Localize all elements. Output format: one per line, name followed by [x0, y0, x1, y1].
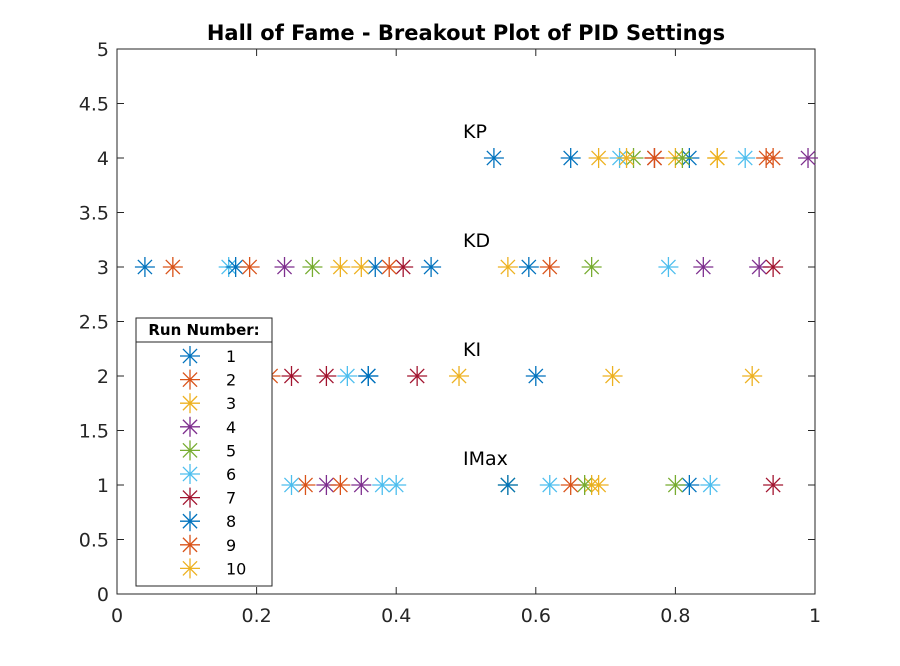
legend-entry-label: 8 [226, 512, 236, 531]
y-tick-label: 0.5 [79, 530, 109, 552]
parameter-label: KI [463, 339, 481, 361]
legend-entry-label: 5 [226, 441, 236, 460]
data-point-run-6 [700, 475, 721, 495]
legend-entry-label: 3 [226, 394, 236, 413]
parameter-label: KP [463, 121, 487, 143]
data-point-run-9 [644, 148, 665, 168]
data-point-run-10 [707, 148, 728, 168]
data-point-run-3 [497, 257, 518, 277]
legend-title: Run Number: [148, 321, 259, 339]
data-point-run-9 [763, 148, 784, 168]
legend-marker-run-8 [180, 511, 200, 532]
data-point-run-6 [658, 257, 679, 277]
legend-entry-label: 7 [226, 489, 236, 508]
data-point-run-7 [763, 257, 784, 277]
data-point-run-1 [518, 257, 539, 277]
x-tick-label: 1 [809, 605, 821, 627]
x-tick-label: 0 [111, 605, 123, 627]
y-tick-label: 4.5 [79, 94, 109, 116]
data-point-run-9 [560, 475, 581, 495]
data-point-run-6 [337, 366, 358, 386]
data-point-run-4 [351, 475, 372, 495]
y-tick-label: 2 [97, 366, 109, 388]
data-point-run-4 [274, 257, 295, 277]
y-tick-label: 5 [97, 39, 109, 61]
data-point-run-1 [483, 148, 504, 168]
data-point-run-2 [162, 257, 183, 277]
legend-entry-label: 1 [226, 347, 236, 366]
data-point-run-7 [316, 366, 337, 386]
data-point-run-10 [351, 257, 372, 277]
legend-box [135, 317, 273, 587]
parameter-label: KD [463, 230, 490, 252]
data-point-run-9 [330, 475, 351, 495]
data-point-run-3 [602, 366, 623, 386]
data-point-run-2 [539, 257, 560, 277]
data-point-run-9 [239, 257, 260, 277]
data-point-run-6 [386, 475, 407, 495]
data-point-run-4 [798, 148, 819, 168]
data-point-run-7 [393, 257, 414, 277]
x-tick-label: 0.8 [660, 605, 690, 627]
data-point-run-9 [379, 257, 400, 277]
data-point-run-3 [588, 148, 609, 168]
data-point-run-6 [281, 475, 302, 495]
parameter-label: IMax [463, 448, 508, 470]
data-point-run-7 [281, 366, 302, 386]
legend-marker-run-6 [180, 464, 200, 484]
axis-ticks: 0 0.2 0.4 0.6 0.8 100.511.522.533.544.55 [79, 39, 821, 627]
legend-entry-label: 10 [226, 559, 246, 578]
data-point-run-8 [497, 475, 518, 495]
legend-marker-run-1 [180, 346, 200, 366]
data-point-run-5 [672, 148, 693, 168]
data-point-run-8 [421, 257, 442, 277]
data-point-run-3 [449, 366, 470, 386]
y-tick-label: 3.5 [79, 203, 109, 225]
x-tick-label: 0.4 [381, 605, 411, 627]
y-tick-label: 1 [97, 475, 109, 497]
legend-marker-run-7 [180, 487, 200, 508]
y-tick-label: 0 [97, 584, 109, 606]
legend-entry-label: 9 [226, 536, 236, 555]
data-point-run-5 [581, 257, 602, 277]
y-tick-label: 3 [97, 257, 109, 279]
data-point-run-6 [372, 475, 393, 495]
legend-marker-run-3 [180, 393, 200, 414]
legend-marker-run-4 [180, 416, 200, 437]
data-point-run-6 [539, 475, 560, 495]
x-tick-label: 0.2 [241, 605, 271, 627]
data-point-run-3 [742, 366, 763, 386]
data-point-run-7 [407, 366, 428, 386]
parameter-labels: KP KD KI IMax [463, 121, 508, 470]
data-point-run-5 [665, 475, 686, 495]
y-tick-label: 4 [97, 148, 109, 170]
legend-entry-label: 6 [226, 465, 236, 484]
legend-entry-label: 4 [226, 418, 236, 437]
legend-entry-label: 2 [226, 371, 236, 390]
legend-marker-run-9 [180, 534, 200, 555]
y-tick-label: 1.5 [79, 421, 109, 443]
chart-title: Hall of Fame - Breakout Plot of PID Sett… [207, 21, 725, 45]
data-point-run-3 [330, 257, 351, 277]
data-markers [134, 148, 819, 495]
y-tick-label: 2.5 [79, 312, 109, 334]
data-point-run-2 [295, 475, 316, 495]
legend: Run Number: 1 2 3 4 5 6 7 8 9 10 [135, 317, 273, 587]
data-point-run-4 [693, 257, 714, 277]
data-point-run-10 [616, 148, 637, 168]
legend-marker-run-10 [180, 558, 200, 579]
data-point-run-10 [588, 475, 609, 495]
data-point-run-5 [302, 257, 323, 277]
data-point-run-8 [358, 366, 379, 386]
data-point-run-7 [763, 475, 784, 495]
legend-marker-run-5 [180, 440, 200, 461]
data-point-run-8 [525, 366, 546, 386]
legend-marker-run-2 [180, 369, 200, 390]
data-point-run-8 [225, 257, 246, 277]
data-point-run-1 [134, 257, 155, 277]
data-point-run-6 [735, 148, 756, 168]
x-tick-label: 0.6 [521, 605, 551, 627]
data-point-run-8 [560, 148, 581, 168]
